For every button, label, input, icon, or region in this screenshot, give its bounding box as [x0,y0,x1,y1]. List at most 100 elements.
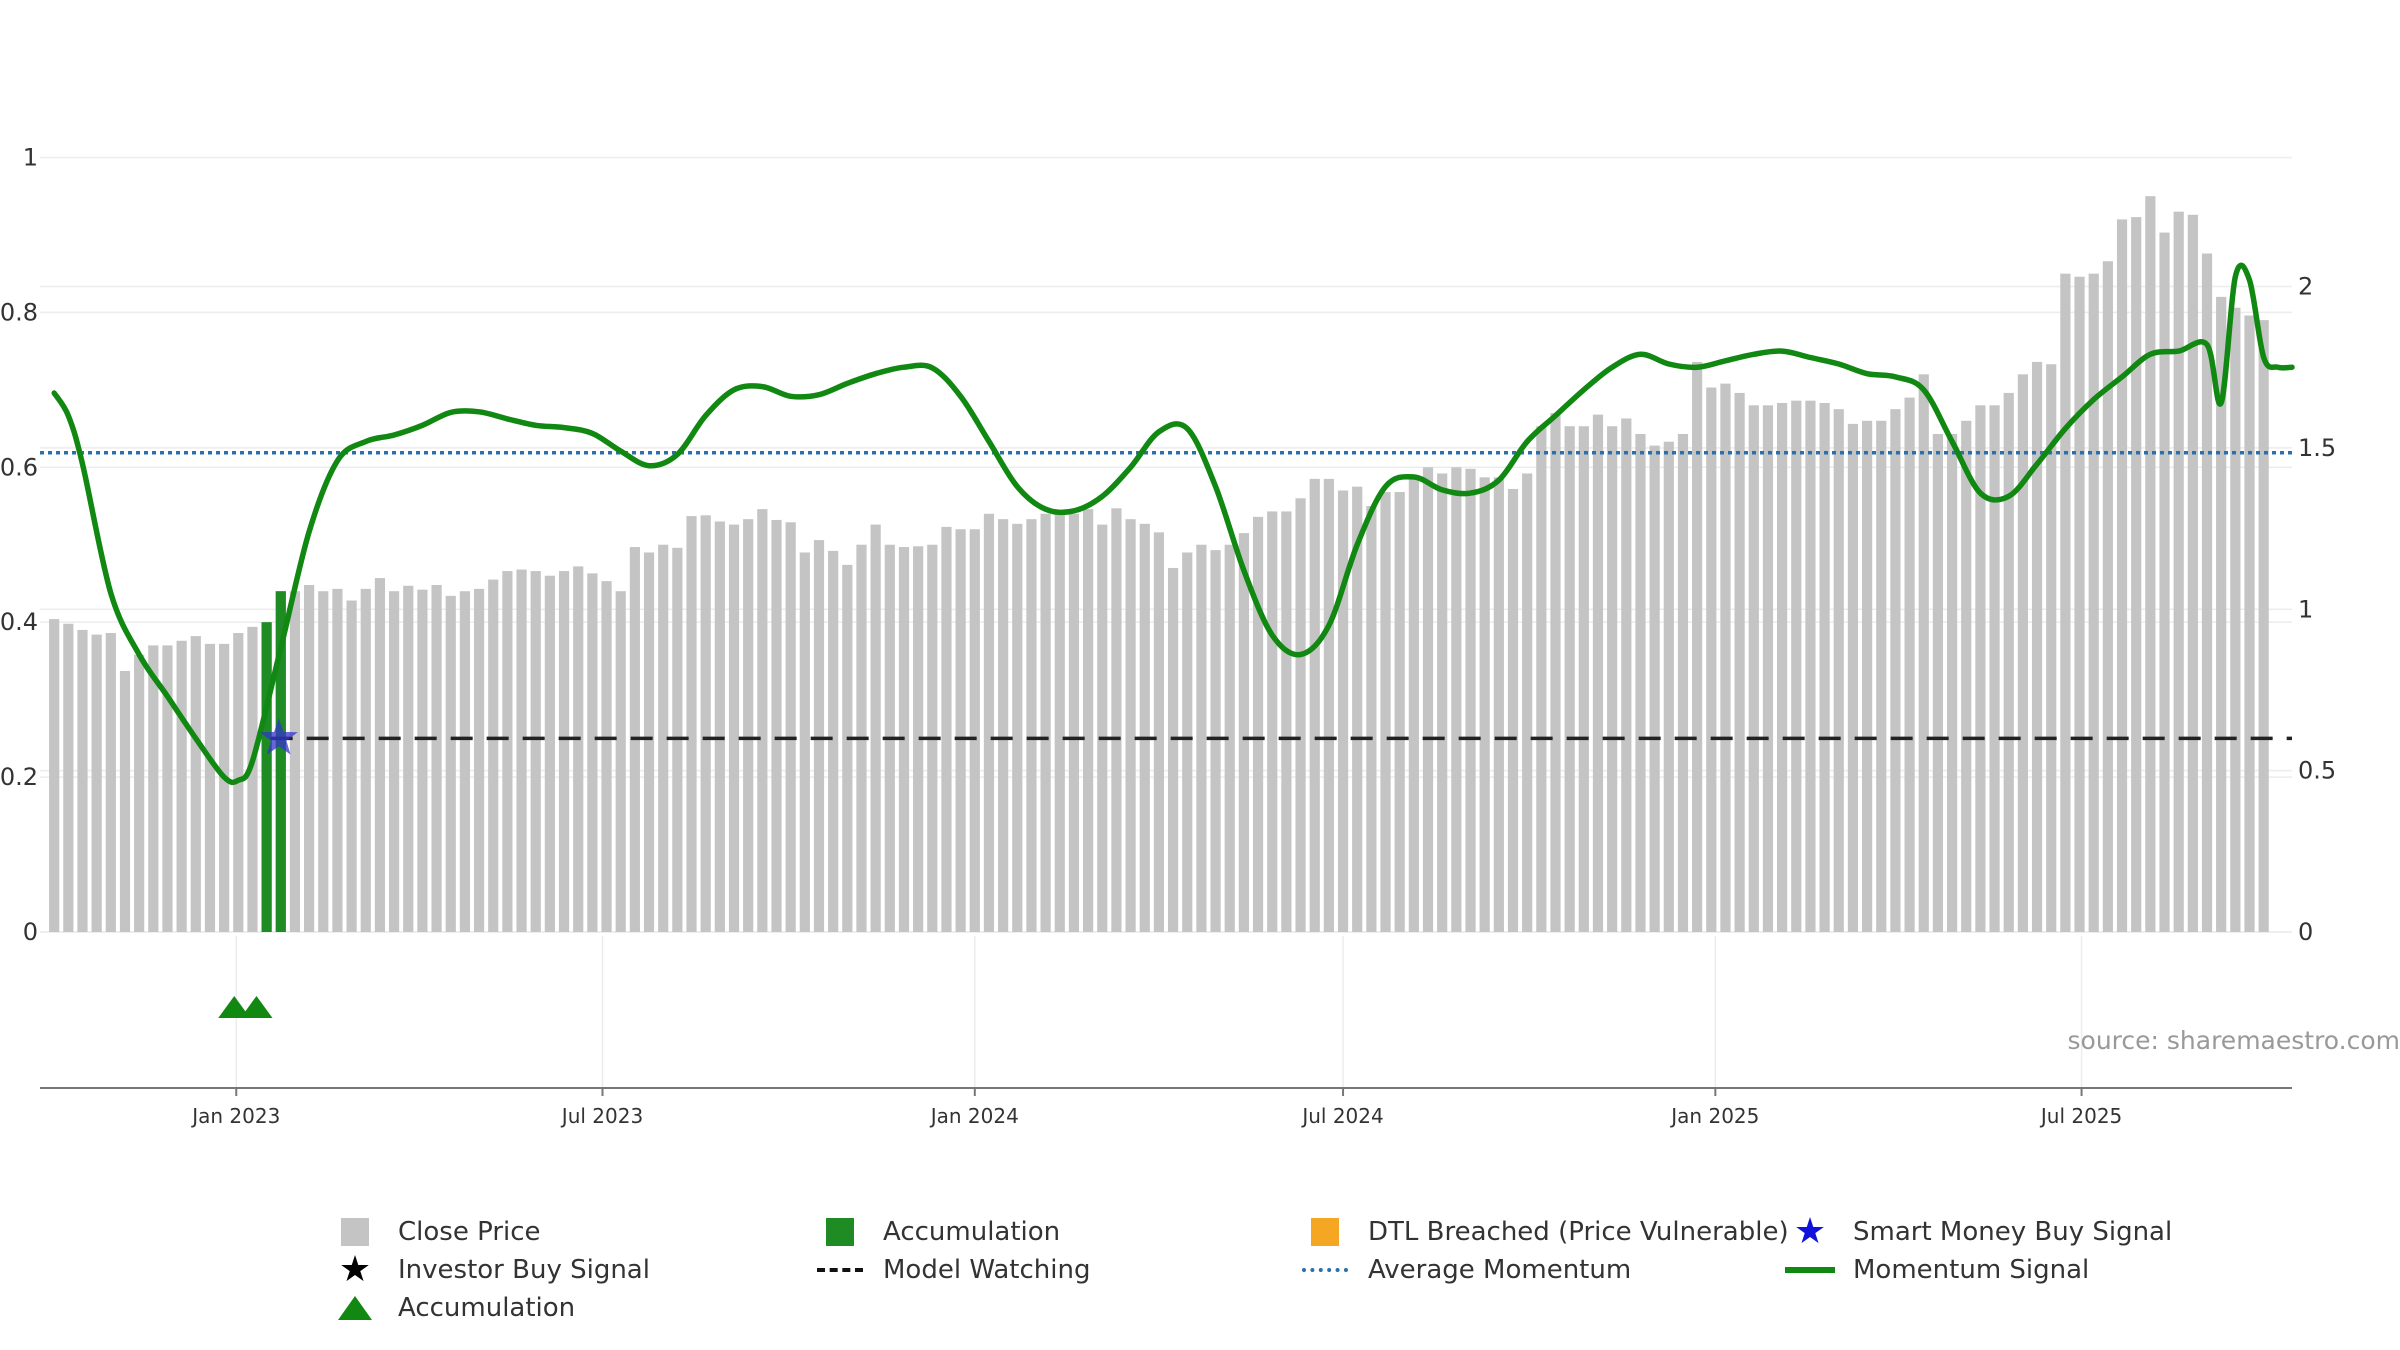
close-price-bar [2201,253,2213,933]
close-price-bar [1437,473,1448,932]
close-price-bar [1238,533,1249,932]
close-price-bar [105,633,116,932]
close-price-bar [700,515,711,932]
close-price-bar [1748,405,1759,932]
accumulation-swatch [826,1218,854,1246]
close-price-bar [1323,478,1334,932]
x-tick-label: Jul 2023 [560,1104,643,1128]
accumulation-bar [261,622,272,932]
close-price-bar [1961,420,1972,932]
close-price-bar [1564,426,1575,932]
close-price-bar [459,591,471,932]
close-price-bar [162,645,173,932]
close-price-bar [1507,488,1519,932]
close-price-bar [1366,506,1377,932]
close-price-bar [998,519,1009,932]
close-price-bar [1635,433,1646,932]
close-price-bar [2088,273,2099,932]
close-price-bar [813,540,825,932]
close-price-bar [2145,196,2156,932]
close-price-bar [1918,374,1929,932]
chart-axes: Jan 2023 Jul 2023 Jan 2024 Jul 2024 Jan 2025… [0,143,2336,1128]
left-tick-label: 0 [23,918,38,946]
legend-average-momentum: Average Momentum [1300,1253,1631,1287]
close-price-bar [388,591,400,932]
close-price-bar [148,645,159,932]
average-momentum-swatch [1302,1268,1348,1272]
close-price-bar [1890,409,1901,932]
momentum-signal-line [51,262,2295,786]
close-price-bar [1791,400,1802,932]
signal-markers [218,718,298,1018]
legend-accumulation-marker-label: Accumulation [398,1293,576,1323]
close-price-bar [219,643,230,932]
close-price-bar [1040,513,1051,932]
accumulation-triangle [240,996,273,1018]
x-tick-label: Jan 2023 [190,1104,280,1128]
close-price-bar [2046,364,2057,932]
chart-gridlines [40,156,2292,1088]
close-price-bar [587,573,598,932]
close-price-bar [1309,478,1320,932]
investor-star-icon: ★ [338,1249,372,1290]
left-tick-label: 0.6 [0,453,38,481]
close-price-bar [2131,217,2142,932]
close-price-bar [658,544,669,932]
close-price-bar [828,550,839,932]
smart-money-star-icon: ★ [1793,1211,1827,1252]
close-price-bar [1182,552,1193,932]
legend-close-price: Close Price [330,1215,541,1249]
close-price-bar [1989,405,2000,932]
momentum-signal-path [51,262,2295,786]
close-price-bar [346,600,357,932]
close-price-bar [2031,361,2043,932]
dtl-swatch [1311,1218,1339,1246]
legend-model-watching-label: Model Watching [883,1255,1091,1285]
close-price-bar [2060,273,2071,932]
left-tick-label: 0.2 [0,763,38,791]
close-price-bar [870,524,881,932]
close-price-bar [558,571,570,932]
close-price-bar [1592,414,1604,932]
close-price-bar [1819,402,1830,932]
close-price-bar [417,589,428,932]
close-price-bar [1451,467,1462,932]
close-price-bar [1734,392,1745,932]
close-price-bar [77,629,88,932]
close-price-bar [1210,550,1221,932]
close-price-bar [941,526,952,932]
close-price-swatch [341,1218,369,1246]
close-price-bar [771,519,782,932]
close-price-bar [1706,387,1717,933]
close-price-bar [1153,532,1165,932]
close-price-bar [289,591,301,932]
right-tick-label: 1 [2298,595,2313,623]
close-price-bar [686,516,697,932]
accumulation-bars [261,591,286,932]
close-price-bar [360,588,371,932]
close-price-bar [1139,523,1150,932]
close-price-bar [2173,211,2184,932]
close-price-bar [1394,492,1405,932]
smart-money-star [259,718,298,755]
close-price-bar [743,519,754,932]
chart-legend: Close Price ★ Investor Buy Signal Accumu… [330,1211,2230,1335]
close-price-bar [1337,490,1349,932]
left-tick-label: 0.8 [0,298,38,326]
close-price-bar [1408,478,1419,932]
close-price-bar [1281,511,1292,932]
close-price-bar [2258,320,2269,932]
close-price-bar [2244,315,2255,933]
close-price-bar [913,546,924,932]
close-price-bar [445,595,456,932]
close-price-bar [1380,492,1391,932]
right-tick-label: 1.5 [2298,434,2336,462]
close-price-bar [502,571,513,932]
close-price-bar [190,636,201,932]
close-price-bar [601,581,612,932]
close-price-bar [516,569,527,932]
close-price-bar [969,529,980,932]
close-price-bar [1663,441,1674,932]
close-price-bar [714,521,725,932]
